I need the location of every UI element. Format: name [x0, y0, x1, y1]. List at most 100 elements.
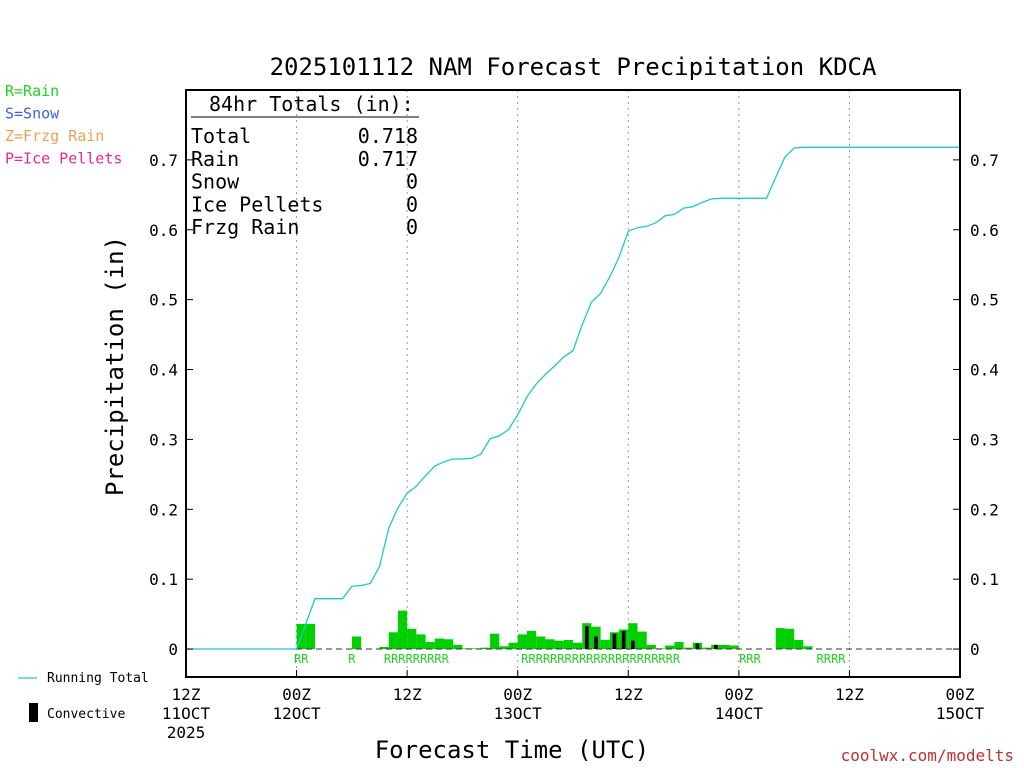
precip-bar	[351, 636, 362, 650]
precip-bar	[388, 632, 398, 650]
convective-legend-swatch	[29, 703, 38, 722]
precip-bar	[554, 640, 564, 650]
precip-bar	[434, 638, 444, 650]
y-tick-label-left: 0	[168, 640, 178, 659]
y-axis-label: Precipitation (in)	[101, 236, 129, 496]
grid-lines	[296, 90, 850, 677]
precip-bar	[508, 642, 518, 650]
precip-bar	[453, 644, 463, 650]
x-tick-label-time: 00Z	[724, 685, 753, 704]
precip-bar	[720, 644, 730, 650]
totals-row-label: Ice Pellets	[191, 192, 323, 216]
precip-bar	[683, 647, 693, 650]
convective-bars	[584, 625, 718, 650]
totals-box: 84hr Totals (in): Total 0.718 Rain 0.717 Sno…	[191, 92, 419, 239]
precip-bar	[794, 639, 804, 650]
precip-bar	[444, 639, 454, 650]
y-tick-label-right: 0.2	[970, 500, 999, 519]
precip-bar	[674, 642, 684, 650]
y-tick-label-right: 0.4	[970, 361, 999, 380]
x-tick-label-time: 00Z	[946, 685, 975, 704]
x-tick-label-time: 12Z	[614, 685, 643, 704]
ptype-label: RRRRRRRRR	[384, 652, 450, 666]
y-tick-label-left: 0.7	[149, 151, 178, 170]
credit-link[interactable]: coolwx.com/modelts	[841, 746, 1014, 765]
ptype-legend-item: Z=Frzg Rain	[5, 127, 104, 145]
y-tick-label-right: 0.1	[970, 570, 999, 589]
precip-bar	[665, 645, 675, 650]
totals-row-value: 0	[406, 215, 418, 239]
precip-bar	[573, 642, 583, 650]
totals-row-value: 0.718	[358, 124, 418, 148]
ptype-legend-item: R=Rain	[5, 82, 59, 100]
totals-row-label: Rain	[191, 147, 239, 171]
ptype-label: RR	[294, 652, 309, 666]
ptype-labels: RR R RRRRRRRRR RRRRRRRRRRRRRRRRRRRRRR RRR RRR…	[294, 652, 846, 666]
x-tick-label-date: 13OCT	[494, 704, 543, 723]
y-tick-label-right: 0.6	[970, 221, 999, 240]
x-tick-label-time: 00Z	[503, 685, 532, 704]
convective-bar	[612, 633, 617, 650]
totals-row-label: Frzg Rain	[191, 215, 299, 239]
precip-bar	[490, 633, 500, 650]
ptype-legend: R=Rain S=Snow Z=Frzg Rain P=Ice Pellets	[5, 82, 122, 168]
precip-bar	[637, 631, 647, 650]
convective-bar	[621, 630, 626, 650]
x-tick-label-time: 12Z	[835, 685, 864, 704]
ptype-legend-item: P=Ice Pellets	[5, 150, 122, 168]
y-tick-label-left: 0.1	[149, 570, 178, 589]
y-tick-label-left: 0.2	[149, 500, 178, 519]
precip-bar	[545, 639, 555, 650]
y-tick-label-right: 0.3	[970, 430, 999, 449]
precip-bar	[536, 636, 546, 650]
x-tick-label-time: 12Z	[172, 685, 201, 704]
precip-bar	[305, 623, 315, 650]
ptype-legend-item: S=Snow	[5, 105, 60, 123]
precip-bar	[526, 630, 537, 650]
running-total-line	[186, 146, 960, 650]
precip-bar	[702, 647, 712, 650]
y-tick-label-left: 0.3	[149, 430, 178, 449]
precip-bar	[480, 647, 491, 650]
x-tick-label-date: 11OCT	[162, 704, 211, 723]
ptype-label: RRR	[739, 652, 761, 666]
convective-bar	[713, 644, 718, 650]
x-tick-label-date: 15OCT	[936, 704, 985, 723]
plot-frame	[185, 89, 961, 678]
totals-row-label: Total	[191, 124, 251, 148]
totals-row-value: 0	[406, 192, 418, 216]
totals-row-value: 0	[406, 170, 418, 194]
y-tick-label-right: 0.7	[970, 151, 999, 170]
precip-bar	[379, 646, 389, 650]
ptype-label: RRRRRRRRRRRRRRRRRRRRRR	[521, 652, 681, 666]
ptype-label: RRRR	[817, 652, 847, 666]
precip-bar	[407, 628, 417, 650]
precip-bar	[803, 646, 813, 650]
precip-bar	[425, 642, 435, 650]
y-tick-label-right: 0	[970, 640, 980, 659]
totals-row-value: 0.717	[358, 147, 418, 171]
precip-bar	[600, 639, 610, 650]
precip-bar	[499, 646, 509, 650]
y-tick-label-left: 0.5	[149, 291, 178, 310]
x-tick-label-date: 12OCT	[272, 704, 321, 723]
convective-legend-label: Convective	[47, 707, 125, 722]
precip-bar	[563, 639, 573, 650]
precip-bar	[729, 645, 739, 650]
precip-bar	[775, 628, 785, 650]
convective-bar	[631, 640, 635, 650]
convective-bar	[594, 636, 598, 650]
convective-bar	[584, 625, 589, 650]
running-total-legend-label: Running Total	[47, 671, 149, 686]
y-tick-label-left: 0.4	[149, 361, 178, 380]
x-tick-label-time: 00Z	[282, 685, 311, 704]
x-tick-label-date: 14OCT	[715, 704, 764, 723]
precip-bar	[517, 634, 527, 650]
precip-bar	[628, 623, 638, 650]
x-tick-label-time: 12Z	[393, 685, 422, 704]
precip-bar	[397, 610, 408, 650]
y-axis-ticks: 0 00.1 0.10.2 0.20.3 0.30.4 0.40.5 0.50.6 0.60.…	[149, 151, 999, 659]
y-tick-label-left: 0.6	[149, 221, 178, 240]
